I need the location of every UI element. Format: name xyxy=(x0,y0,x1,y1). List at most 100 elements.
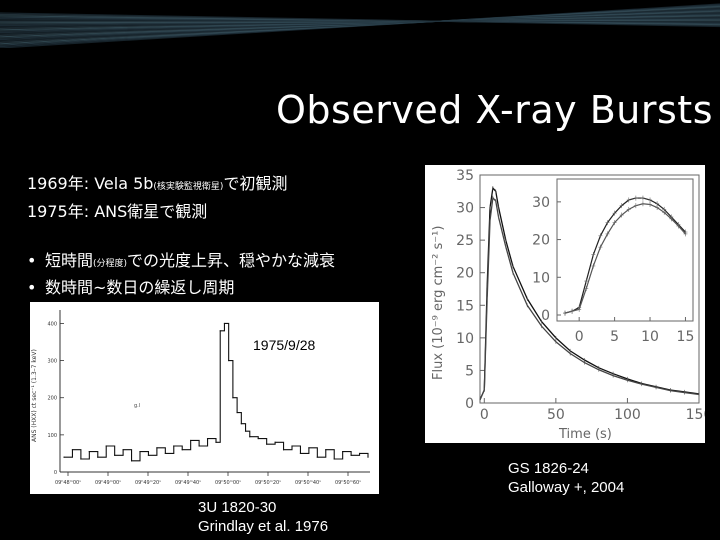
inset-flux-series-2 xyxy=(564,203,686,314)
ans-count-rate-point xyxy=(257,437,259,440)
ans-count-rate-point xyxy=(316,456,318,458)
right-y-tick-label: 30 xyxy=(456,201,474,217)
history-line-2-main: 1975年: ANS衛星で観測 xyxy=(27,202,208,221)
right-y-tick-label: 5 xyxy=(465,363,474,379)
bullet-1-note: (分程度) xyxy=(93,259,128,269)
bullet-1-main: 短時間 xyxy=(45,251,94,270)
decorative-top-band xyxy=(0,3,720,48)
right-x-tick-label: 150 xyxy=(686,407,705,423)
ans-count-rate-point xyxy=(367,456,369,458)
history-line-1-note: (核実験監視衛星) xyxy=(153,182,224,192)
gs1826-flux-plot: Flux (10⁻⁹ erg cm⁻² s⁻¹) Time (s) 35 30 25… xyxy=(431,168,712,442)
left-annotation: g.l xyxy=(134,403,140,409)
flux-series-2 xyxy=(479,196,700,401)
ans-count-rate-point xyxy=(282,449,285,451)
right-y-axis-label: Flux (10⁻⁹ erg cm⁻² s⁻¹) xyxy=(431,226,446,380)
right-y-tick-label: 10 xyxy=(456,331,474,347)
left-x-tick-label: 09ʰ50ᵐ40ˢ xyxy=(295,480,321,486)
ans-count-rate-point xyxy=(228,359,230,362)
ans-count-rate-point xyxy=(114,454,116,456)
ans-count-rate-point xyxy=(122,449,124,451)
ans-count-rate-point xyxy=(249,436,251,438)
bullet-dot-icon: • xyxy=(27,251,37,270)
ans-count-rate-point xyxy=(130,460,133,462)
ans-count-rate-point xyxy=(219,330,221,332)
left-x-tick-label: 09ʰ48ᵐ00ˢ xyxy=(55,480,81,486)
right-plot-frame xyxy=(479,174,700,404)
bullet-item-1: • 短時間(分程度)での光度上昇、穏やかな減衰 xyxy=(27,247,335,271)
ans-count-rate-point xyxy=(147,454,150,456)
ans-count-rate-point xyxy=(291,445,293,447)
left-x-tick-label: 09ʰ50ᵐ00ˢ xyxy=(215,480,241,486)
ans-count-rate-point xyxy=(232,397,234,399)
left-y-tick-label: 400 xyxy=(47,321,57,327)
right-x-tick-label: 0 xyxy=(480,407,489,423)
inset-y-tick-label: 30 xyxy=(532,195,550,211)
left-caption: 3U 1820-30 Grindlay et al. 1976 xyxy=(198,498,328,536)
ans-count-rate-point xyxy=(308,447,310,449)
right-x-tick-label: 100 xyxy=(614,407,641,423)
ans-count-rate-point xyxy=(164,452,166,455)
ans-count-rate-point xyxy=(350,454,352,456)
history-line-1: 1969年: Vela 5b(核実験監視衛星)で初観測 xyxy=(27,170,287,194)
left-x-tick-label: 09ʰ49ᵐ40ˢ xyxy=(175,480,201,486)
ans-count-rate-point xyxy=(274,441,276,443)
right-caption-source: GS 1826-24 xyxy=(508,460,589,477)
inset-flux-series-1 xyxy=(564,197,686,314)
left-x-tick-label: 09ʰ49ᵐ20ˢ xyxy=(135,480,161,486)
right-y-tick-label: 25 xyxy=(456,233,474,249)
ans-count-rate-point xyxy=(266,443,268,445)
ans-count-rate-point xyxy=(173,445,175,447)
ans-count-rate-point xyxy=(240,423,242,425)
gs1826-lightcurve-figure: Flux (10⁻⁹ erg cm⁻² s⁻¹) Time (s) 35 30 25… xyxy=(425,165,712,443)
left-y-axis-label: ANS (HXX) ct sec⁻¹ (1.3–7 keV) xyxy=(31,349,38,442)
right-caption: GS 1826-24 Galloway +, 2004 xyxy=(508,459,624,497)
ans-count-rate-point xyxy=(63,456,65,458)
inset-y-tick-label: 0 xyxy=(541,308,550,324)
right-x-axis-label: Time (s) xyxy=(558,427,612,442)
ans-count-rate-point xyxy=(198,445,200,447)
bullet-item-2: • 数時間~数日の繰返し周期 xyxy=(27,274,234,298)
ans-count-rate-point xyxy=(223,322,226,325)
right-y-tick-label: 20 xyxy=(456,266,474,282)
left-x-tick-label: 09ʰ50ᵐ60ˢ xyxy=(335,480,361,486)
right-x-tick-label: 50 xyxy=(547,407,565,423)
inset-y-tick-label: 10 xyxy=(532,270,550,286)
ans-count-rate-point xyxy=(156,447,158,449)
ans-count-rate-point xyxy=(333,458,335,460)
ans-count-rate-point xyxy=(190,439,192,442)
history-line-2: 1975年: ANS衛星で観測 xyxy=(27,198,207,222)
left-y-tick-label: 200 xyxy=(47,396,57,402)
ans-count-rate-point xyxy=(342,450,344,453)
left-y-tick-label: 100 xyxy=(47,433,57,439)
ans-count-rate-point xyxy=(80,458,82,460)
history-line-1-main: 1969年: Vela 5b xyxy=(27,174,154,193)
band-stroke xyxy=(0,12,720,28)
right-y-tick-label: 0 xyxy=(465,396,474,412)
slide-title: Observed X-ray Bursts xyxy=(276,88,713,132)
ans-count-rate-point xyxy=(206,437,209,440)
bullet-dot-icon: • xyxy=(27,278,37,297)
ans-count-rate-point xyxy=(97,456,99,458)
ans-count-rate-point xyxy=(139,450,141,453)
ans-count-rate-point xyxy=(244,430,247,432)
ans-count-rate-point xyxy=(358,452,361,455)
ans-count-rate-point xyxy=(105,445,107,447)
left-x-tick-label: 09ʰ49ᵐ00ˢ xyxy=(95,480,121,486)
ans-count-rate-point xyxy=(71,449,74,451)
left-y-tick-label: 300 xyxy=(47,359,57,365)
bullet-1-tail: での光度上昇、穏やかな減衰 xyxy=(127,251,336,270)
ans-lightcurve-plot: ANS (HXX) ct sec⁻¹ (1.3–7 keV) g.l 400 30… xyxy=(31,310,370,486)
ans-count-rate-point xyxy=(325,449,327,451)
ans-lightcurve-figure: ANS (HXX) ct sec⁻¹ (1.3–7 keV) g.l 400 30… xyxy=(30,302,379,494)
ans-count-rate-point xyxy=(299,452,302,455)
ans-count-rate-point xyxy=(181,449,183,451)
history-line-1-tail: で初観測 xyxy=(223,174,288,193)
inset-plot-frame xyxy=(556,178,694,322)
inset-y-tick-label: 20 xyxy=(532,233,550,249)
left-caption-reference: Grindlay et al. 1976 xyxy=(198,518,329,535)
right-y-tick-label: 15 xyxy=(456,298,474,314)
right-y-tick-label: 35 xyxy=(456,168,474,184)
burst-date-label: 1975/9/28 xyxy=(253,337,316,353)
inset-x-tick-label: 5 xyxy=(610,329,619,345)
